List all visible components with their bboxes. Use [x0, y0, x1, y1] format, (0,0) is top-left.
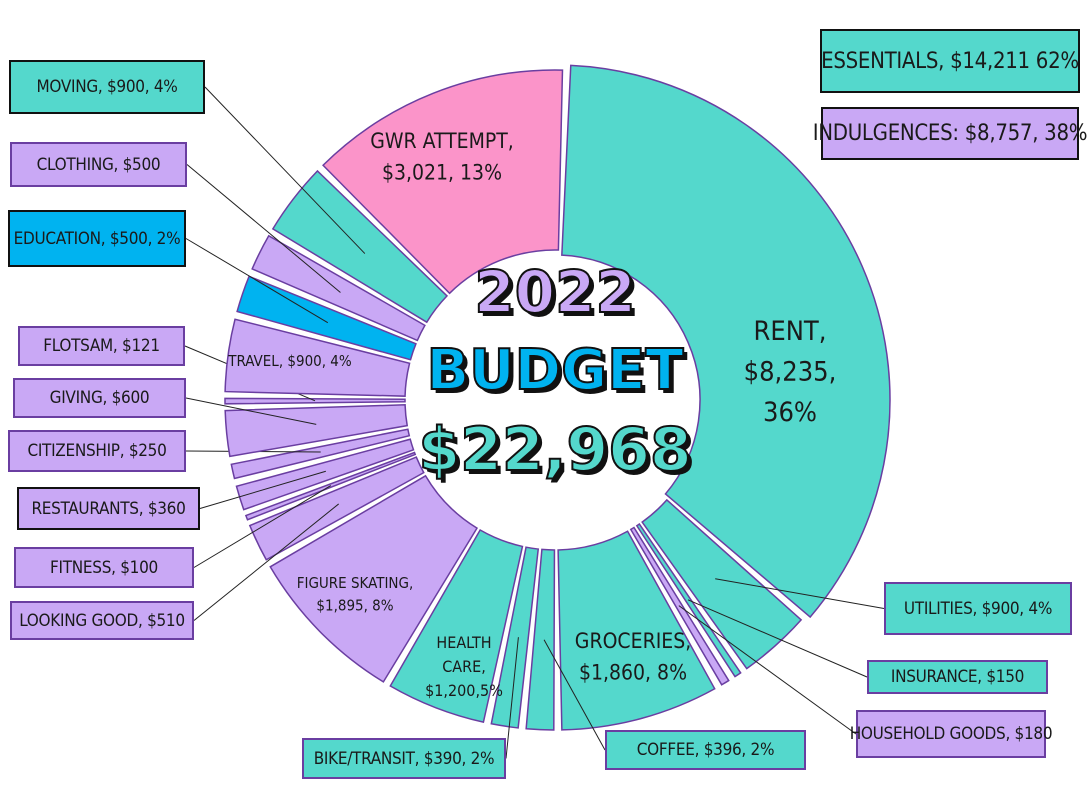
label-utilities: UTILITIES, $900, 4%	[884, 582, 1072, 635]
leader-line-utilities	[715, 578, 885, 609]
chart-subtitle: BUDGET	[425, 337, 684, 404]
slice-clothing	[251, 234, 426, 342]
label-restaurants: RESTAURANTS, $360	[17, 487, 200, 530]
slice-citizenship	[230, 428, 411, 480]
leader-line-bike-transit	[505, 637, 519, 759]
label-moving: MOVING, $900, 4%	[9, 60, 205, 114]
summary-essentials: ESSENTIALS, $14,211 62%	[820, 29, 1080, 93]
slice-restaurants	[235, 438, 415, 511]
slice-flotsam	[224, 397, 406, 405]
slice-health-care	[389, 528, 524, 724]
leader-line-coffee	[543, 639, 606, 751]
leader-line-household-goods	[678, 605, 857, 735]
slice-label-rent: RENT, $8,235, 36%	[744, 316, 837, 428]
slice-label-health-care: HEALTH CARE, $1,200,5%	[425, 633, 503, 700]
leader-line-education	[185, 238, 329, 324]
label-fitness: FITNESS, $100	[14, 547, 194, 588]
leader-line-moving	[204, 86, 366, 254]
label-household-goods: HOUSEHOLD GOODS, $180	[850, 710, 1053, 758]
slice-travel	[224, 318, 411, 397]
leader-line-looking-good	[193, 503, 339, 621]
slice-utilities	[641, 498, 803, 670]
slice-label-figure-skating: FIGURE SKATING, $1,895, 8%	[297, 574, 414, 615]
leader-line-clothing	[186, 164, 341, 293]
slice-looking-good	[248, 456, 425, 561]
leader-line-restaurants	[199, 470, 326, 509]
chart-title: 2022	[473, 257, 636, 327]
chart-total: $22,968	[417, 414, 692, 486]
slice-moving	[271, 169, 449, 324]
slice-giving	[224, 404, 409, 458]
label-education: EDUCATION, $500, 2%	[8, 210, 186, 267]
slice-label-travel: TRAVEL, $900, 4%	[227, 352, 352, 370]
slice-figure-skating	[269, 474, 479, 683]
leader-line-fitness	[193, 485, 332, 568]
label-bike-transit: BIKE/TRANSIT, $390, 2%	[302, 738, 506, 779]
leader-line-giving	[185, 397, 317, 425]
label-flotsam: FLOTSAM, $121	[18, 326, 185, 366]
label-clothing: CLOTHING, $500	[10, 142, 187, 187]
slice-gwr-attempt	[322, 69, 564, 295]
label-insurance: INSURANCE, $150	[867, 660, 1048, 694]
slice-education	[236, 275, 417, 361]
slice-label-groceries: GROCERIES, $1,860, 8%	[575, 629, 691, 685]
slice-label-gwr-attempt: GWR ATTEMPT, $3,021, 13%	[370, 129, 514, 185]
slice-coffee	[525, 548, 556, 731]
leader-line-insurance	[687, 599, 868, 678]
label-giving: GIVING, $600	[13, 378, 186, 418]
label-coffee: COFFEE, $396, 2%	[605, 730, 806, 770]
summary-indulgences: INDULGENCES: $8,757, 38%	[813, 107, 1088, 160]
label-citizenship: CITIZENSHIP, $250	[8, 430, 186, 472]
slice-rent	[561, 64, 891, 619]
slice-groceries	[557, 530, 716, 731]
label-looking-good: LOOKING GOOD, $510	[10, 601, 194, 640]
